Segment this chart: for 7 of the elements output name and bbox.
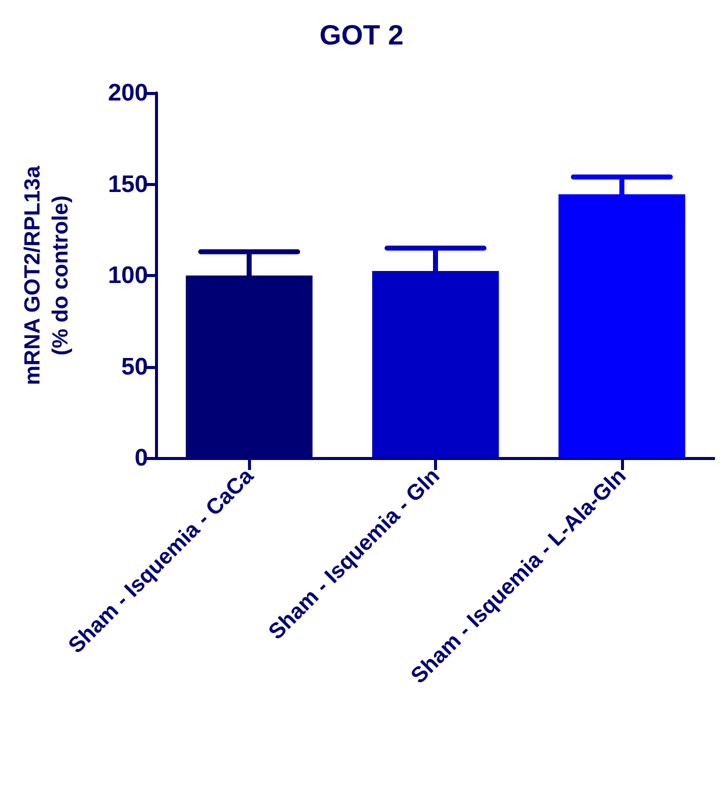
y-tick-label: 50: [121, 353, 148, 380]
y-tick-label: 150: [108, 170, 148, 198]
y-tick-label: 200: [108, 80, 148, 106]
y-tick-label: 100: [108, 262, 148, 289]
y-tick-label: 0: [134, 444, 148, 472]
chart-title: GOT 2: [319, 20, 404, 50]
y-axis-title: mRNA GOT2/RPL13a (% do controle): [20, 165, 72, 386]
